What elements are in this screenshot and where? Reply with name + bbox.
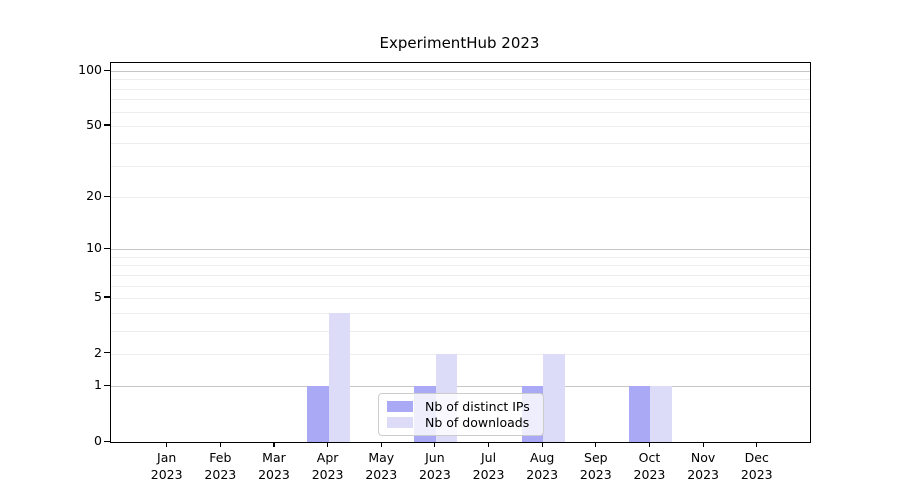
y-gridline-minor	[111, 79, 810, 81]
x-tick-label: Mar 2023	[258, 450, 290, 482]
x-tick-label: Oct 2023	[633, 450, 666, 482]
y-tick-mark	[104, 384, 110, 386]
bar-distinct-ips	[628, 386, 651, 442]
bar-distinct-ips	[307, 386, 329, 442]
x-tick-label: Dec 2023	[740, 450, 773, 482]
y-tick-mark	[104, 440, 110, 442]
y-gridline-major	[111, 386, 810, 388]
y-tick-label: 5	[94, 288, 102, 304]
x-tick-mark	[541, 442, 543, 448]
legend-item: Nb of downloads	[387, 415, 533, 430]
bar-downloads	[650, 386, 672, 442]
legend: Nb of distinct IPs Nb of downloads	[378, 393, 544, 436]
x-tick-label: Jan 2023	[150, 450, 183, 482]
y-gridline-minor	[111, 274, 810, 276]
x-tick-label: Sep 2023	[579, 450, 612, 482]
plot-area	[110, 62, 811, 443]
y-gridline-minor	[111, 285, 810, 287]
y-tick-label: 20	[86, 188, 102, 204]
y-gridline-minor	[111, 297, 810, 299]
x-tick-mark	[756, 442, 758, 448]
chart-title: ExperimentHub 2023	[379, 34, 540, 52]
x-tick-mark	[648, 442, 651, 448]
y-gridline-major	[111, 71, 810, 72]
y-gridline-minor	[111, 353, 810, 355]
bar-downloads	[543, 353, 565, 442]
x-tick-mark	[702, 442, 704, 448]
y-gridline-minor	[111, 312, 810, 314]
y-gridline-minor	[111, 88, 810, 90]
x-tick-mark	[166, 442, 168, 448]
y-gridline-minor	[111, 125, 810, 127]
x-tick-mark	[434, 442, 436, 448]
y-tick-mark	[104, 195, 110, 197]
y-gridline-minor	[111, 143, 810, 145]
y-tick-mark	[104, 69, 110, 71]
y-tick-mark	[104, 124, 110, 126]
y-tick-label: 10	[86, 240, 102, 256]
y-tick-mark	[104, 352, 110, 354]
x-tick-label: Jun 2023	[418, 450, 451, 482]
x-tick-mark	[327, 442, 329, 448]
x-tick-label: Jul 2023	[472, 450, 505, 482]
x-tick-mark	[273, 442, 275, 448]
y-gridline-minor	[111, 330, 810, 332]
bar-downloads	[328, 312, 351, 442]
y-tick-label: 50	[86, 116, 102, 132]
x-tick-label: May 2023	[365, 450, 398, 482]
y-tick-label: 0	[94, 433, 102, 448]
y-tick-label: 1	[94, 377, 102, 393]
legend-item: Nb of distinct IPs	[387, 399, 533, 414]
y-gridline-minor	[111, 111, 810, 113]
y-gridline-minor	[111, 256, 810, 258]
x-tick-mark	[380, 442, 382, 448]
y-gridline-minor	[111, 265, 810, 267]
y-tick-mark	[104, 296, 110, 298]
x-tick-label: Nov 2023	[687, 450, 719, 482]
y-gridline-minor	[111, 197, 810, 199]
y-tick-mark	[104, 247, 110, 249]
x-tick-mark	[219, 442, 221, 448]
x-tick-mark	[487, 442, 490, 448]
x-tick-label: Aug 2023	[526, 450, 559, 482]
y-gridline-minor	[111, 165, 810, 167]
x-tick-label: Feb 2023	[204, 450, 237, 482]
legend-swatch	[387, 417, 413, 428]
y-tick-label: 100	[78, 62, 102, 77]
y-gridline-minor	[111, 99, 810, 101]
legend-label: Nb of downloads	[425, 415, 530, 430]
legend-label: Nb of distinct IPs	[425, 399, 530, 414]
x-tick-mark	[595, 442, 597, 448]
x-tick-label: Apr 2023	[311, 450, 344, 482]
legend-swatch	[387, 401, 413, 412]
y-gridline-major	[111, 249, 810, 251]
y-tick-label: 2	[94, 344, 102, 360]
